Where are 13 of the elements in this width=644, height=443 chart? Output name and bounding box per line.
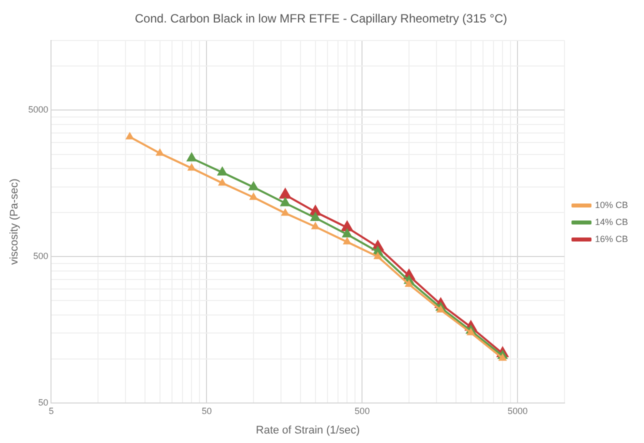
legend-label: 16% CB — [594, 234, 628, 244]
x-tick-label: 5 — [48, 406, 54, 416]
legend-label: 10% CB — [594, 200, 628, 210]
y-tick-label: 500 — [33, 251, 48, 262]
legend-label: 14% CB — [594, 216, 628, 227]
y-axis-title: viscosity (Pa-sec) — [8, 178, 21, 265]
x-tick-label: 500 — [354, 406, 370, 416]
x-tick-label: 5000 — [508, 406, 528, 416]
y-tick-label: 5000 — [28, 104, 48, 115]
y-tick-label: 50 — [38, 397, 48, 408]
x-axis-title: Rate of Strain (1/sec) — [256, 424, 360, 436]
x-tick-label: 50 — [202, 406, 212, 416]
chart-title: Cond. Carbon Black in low MFR ETFE - Capillary Rheometry (315 °C) — [134, 12, 508, 26]
